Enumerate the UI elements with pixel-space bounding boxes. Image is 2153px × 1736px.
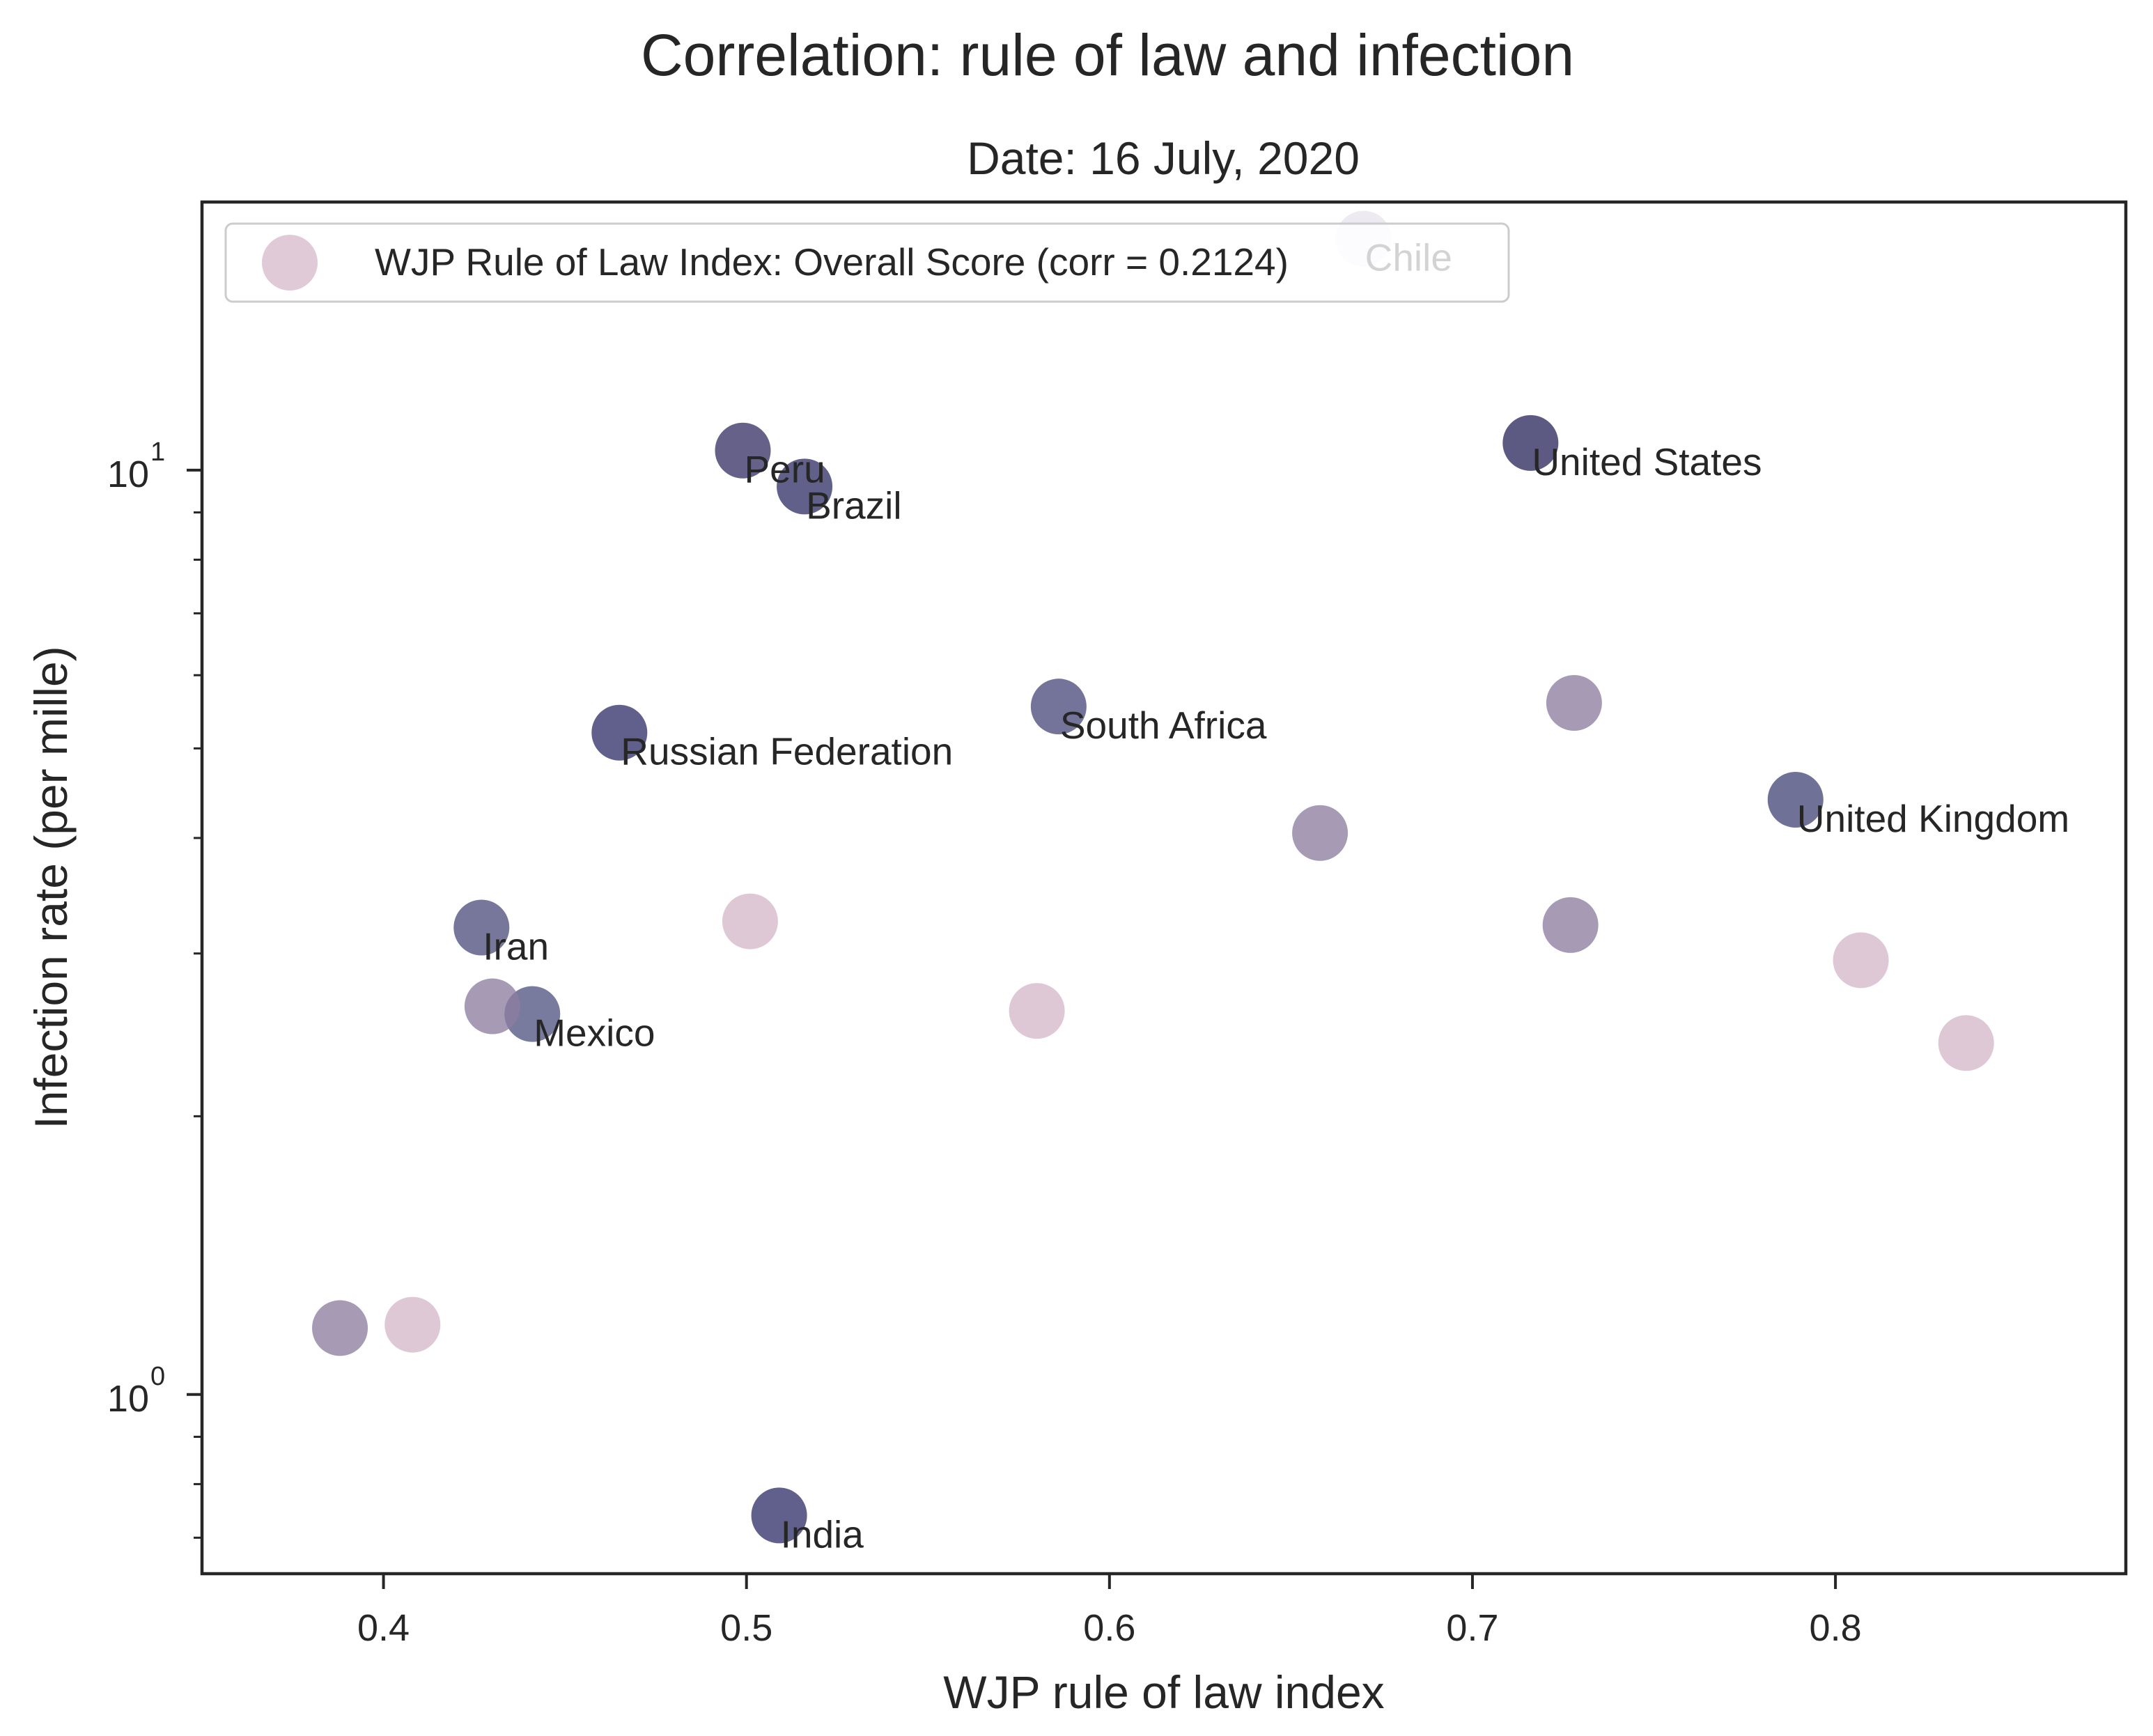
- y-tick-label: 10: [107, 1378, 149, 1420]
- x-axis-label: WJP rule of law index: [943, 1666, 1384, 1718]
- data-point: [1938, 1015, 1994, 1071]
- legend-box: [224, 222, 1510, 303]
- point-label: Iran: [483, 925, 549, 968]
- y-tick-exponent: 0: [150, 1362, 165, 1391]
- point-label: Mexico: [534, 1012, 655, 1055]
- data-point: [1502, 414, 1559, 471]
- chart-title: Date: 16 July, 2020: [967, 132, 1360, 184]
- axes-frame: [200, 200, 2128, 1576]
- data-point: [777, 458, 833, 515]
- point-label: Brazil: [806, 483, 902, 527]
- legend-marker: [262, 235, 318, 290]
- data-point: [1030, 679, 1087, 735]
- y-tick-exponent: 1: [150, 437, 165, 467]
- data-point: [1292, 805, 1348, 861]
- data-point: [715, 422, 771, 479]
- point-label: United States: [1532, 440, 1762, 483]
- x-tick-label: 0.8: [1810, 1607, 1862, 1649]
- data-point: [1767, 771, 1824, 828]
- data-point: [453, 899, 510, 956]
- x-tick-label: 0.7: [1446, 1607, 1498, 1649]
- point-label: Peru: [744, 448, 825, 491]
- point-label: India: [781, 1512, 864, 1556]
- data-point: [312, 1300, 368, 1356]
- y-axis-label: Infection rate (per mille): [25, 646, 77, 1129]
- point-label: Russian Federation: [621, 730, 953, 773]
- data-point: [1833, 932, 1889, 989]
- legend-label: WJP Rule of Law Index: Overall Score (co…: [375, 240, 1289, 284]
- data-point: [591, 704, 648, 761]
- x-axis-ticks: 0.4 0.5 0.6 0.7 0.8: [357, 1574, 1862, 1649]
- data-point: [384, 1296, 441, 1353]
- data-point: [751, 1487, 807, 1544]
- data-point: [1009, 983, 1065, 1039]
- point-label: United Kingdom: [1797, 797, 2069, 840]
- x-tick-label: 0.6: [1083, 1607, 1135, 1649]
- legend: WJP Rule of Law Index: Overall Score (co…: [224, 222, 1510, 303]
- point-label: South Africa: [1060, 704, 1267, 747]
- x-tick-label: 0.4: [357, 1607, 410, 1649]
- data-point: [1546, 675, 1602, 731]
- chart-suptitle: Correlation: rule of law and infection: [641, 22, 1574, 88]
- data-point: [1542, 897, 1599, 953]
- data-point: [464, 978, 520, 1034]
- data-point: [722, 893, 778, 950]
- x-tick-label: 0.5: [720, 1607, 772, 1649]
- y-tick-label: 10: [107, 454, 149, 495]
